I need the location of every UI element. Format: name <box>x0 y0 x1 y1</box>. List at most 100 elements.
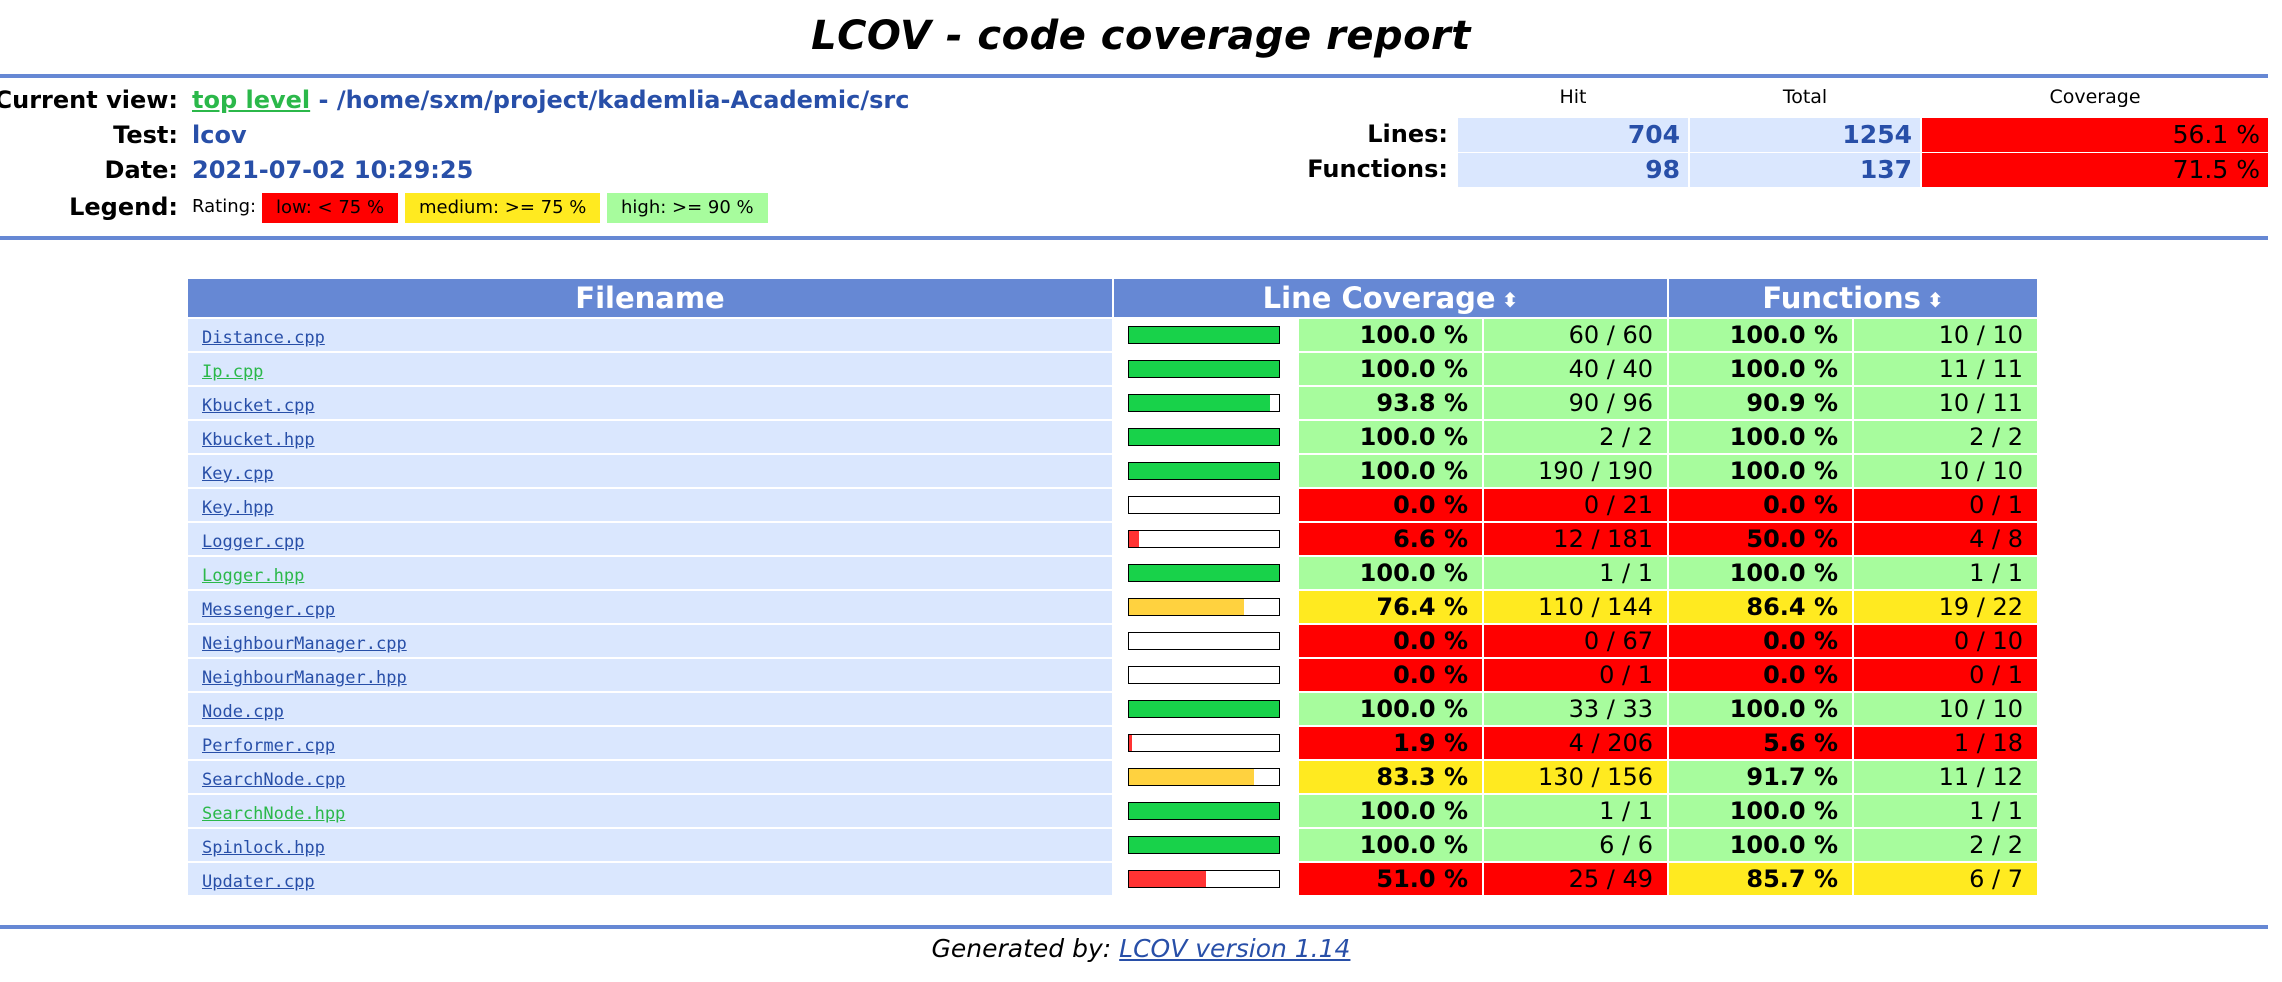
coverage-bar-fill <box>1129 837 1279 853</box>
line-coverage-percent: 100.0 % <box>1299 693 1482 725</box>
coverage-bar-cell <box>1114 353 1297 385</box>
coverage-bar <box>1128 564 1280 582</box>
line-coverage-header[interactable]: Line Coverage ⬍ <box>1114 279 1667 317</box>
function-coverage-count: 0 / 10 <box>1854 625 2037 657</box>
test-value: lcov <box>192 121 247 149</box>
file-link[interactable]: Messenger.cpp <box>202 600 336 620</box>
coverage-bar-fill <box>1129 395 1270 411</box>
file-link[interactable]: Distance.cpp <box>202 328 325 348</box>
coverage-bar-fill <box>1129 463 1279 479</box>
coverage-bar <box>1128 598 1280 616</box>
file-name-cell: Node.cpp <box>188 693 1112 725</box>
file-link[interactable]: Node.cpp <box>202 702 284 722</box>
function-coverage-count: 1 / 1 <box>1854 795 2037 827</box>
line-coverage-count: 110 / 144 <box>1484 591 1667 623</box>
file-name-cell: SearchNode.cpp <box>188 761 1112 793</box>
function-coverage-count: 10 / 10 <box>1854 455 2037 487</box>
function-coverage-percent: 100.0 % <box>1669 421 1852 453</box>
coverage-bar-cell <box>1114 489 1297 521</box>
footer-prefix: Generated by: <box>931 934 1112 963</box>
function-coverage-percent: 86.4 % <box>1669 591 1852 623</box>
function-coverage-count: 2 / 2 <box>1854 421 2037 453</box>
coverage-bar <box>1128 700 1280 718</box>
function-coverage-percent: 0.0 % <box>1669 489 1852 521</box>
function-coverage-percent: 85.7 % <box>1669 863 1852 895</box>
coverage-bar-cell <box>1114 659 1297 691</box>
file-name-cell: Messenger.cpp <box>188 591 1112 623</box>
coverage-bar-fill <box>1129 769 1254 785</box>
function-coverage-count: 2 / 2 <box>1854 829 2037 861</box>
table-row: NeighbourManager.hpp 0.0 % 0 / 1 0.0 % 0 / 1 <box>188 659 2037 691</box>
coverage-bar <box>1128 496 1280 514</box>
line-coverage-percent: 0.0 % <box>1299 659 1482 691</box>
file-link[interactable]: Performer.cpp <box>202 736 336 756</box>
summary-lines-coverage: 56.1 % <box>1922 118 2268 152</box>
coverage-bar <box>1128 666 1280 684</box>
sort-icon[interactable]: ⬍ <box>1926 288 1944 312</box>
line-coverage-percent: 1.9 % <box>1299 727 1482 759</box>
file-link[interactable]: Updater.cpp <box>202 872 315 892</box>
coverage-bar-cell <box>1114 387 1297 419</box>
file-link[interactable]: Logger.cpp <box>202 532 305 552</box>
table-row: Ip.cpp 100.0 % 40 / 40 100.0 % 11 / 11 <box>188 353 2037 385</box>
file-link[interactable]: Ip.cpp <box>202 362 264 382</box>
current-view-path: top level - /home/sxm/project/kademlia-A… <box>192 86 910 114</box>
top-level-link[interactable]: top level <box>192 86 311 114</box>
function-coverage-count: 1 / 1 <box>1854 557 2037 589</box>
coverage-bar <box>1128 394 1280 412</box>
coverage-bar-cell <box>1114 625 1297 657</box>
coverage-bar-cell <box>1114 863 1297 895</box>
function-coverage-percent: 90.9 % <box>1669 387 1852 419</box>
function-coverage-percent: 100.0 % <box>1669 557 1852 589</box>
file-link[interactable]: SearchNode.cpp <box>202 770 346 790</box>
sort-icon[interactable]: ⬍ <box>1501 288 1519 312</box>
coverage-bar <box>1128 632 1280 650</box>
coverage-bar-cell <box>1114 557 1297 589</box>
legend-low: low: < 75 % <box>262 193 399 223</box>
line-coverage-percent: 0.0 % <box>1299 489 1482 521</box>
line-coverage-count: 0 / 67 <box>1484 625 1667 657</box>
summary-functions-coverage: 71.5 % <box>1922 153 2268 187</box>
section-divider <box>0 236 2268 240</box>
lcov-version-link[interactable]: LCOV version 1.14 <box>1119 934 1351 963</box>
coverage-bar-fill <box>1129 701 1279 717</box>
function-coverage-percent: 100.0 % <box>1669 319 1852 351</box>
file-link[interactable]: Logger.hpp <box>202 566 305 586</box>
coverage-bar <box>1128 530 1280 548</box>
coverage-bar-cell <box>1114 693 1297 725</box>
file-link[interactable]: Kbucket.cpp <box>202 396 315 416</box>
file-name-cell: Logger.cpp <box>188 523 1112 555</box>
functions-header[interactable]: Functions ⬍ <box>1669 279 2037 317</box>
table-row: SearchNode.cpp 83.3 % 130 / 156 91.7 % 11 / … <box>188 761 2037 793</box>
line-coverage-count: 190 / 190 <box>1484 455 1667 487</box>
coverage-bar <box>1128 870 1280 888</box>
file-link[interactable]: NeighbourManager.hpp <box>202 668 407 688</box>
function-coverage-percent: 100.0 % <box>1669 455 1852 487</box>
file-name-cell: Kbucket.cpp <box>188 387 1112 419</box>
function-coverage-count: 10 / 11 <box>1854 387 2037 419</box>
file-link[interactable]: Spinlock.hpp <box>202 838 325 858</box>
line-coverage-count: 60 / 60 <box>1484 319 1667 351</box>
file-link[interactable]: Key.cpp <box>202 464 274 484</box>
line-coverage-count: 1 / 1 <box>1484 795 1667 827</box>
line-coverage-percent: 100.0 % <box>1299 557 1482 589</box>
table-row: Updater.cpp 51.0 % 25 / 49 85.7 % 6 / 7 <box>188 863 2037 895</box>
line-coverage-count: 33 / 33 <box>1484 693 1667 725</box>
line-coverage-percent: 0.0 % <box>1299 625 1482 657</box>
file-link[interactable]: SearchNode.hpp <box>202 804 346 824</box>
file-link[interactable]: Kbucket.hpp <box>202 430 315 450</box>
function-coverage-percent: 100.0 % <box>1669 795 1852 827</box>
coverage-bar <box>1128 768 1280 786</box>
file-name-cell: Distance.cpp <box>188 319 1112 351</box>
coverage-bar-fill <box>1129 871 1206 887</box>
summary-functions-hit: 98 <box>1458 153 1688 187</box>
summary-lines-total: 1254 <box>1690 118 1920 152</box>
file-link[interactable]: NeighbourManager.cpp <box>202 634 407 654</box>
file-link[interactable]: Key.hpp <box>202 498 274 518</box>
function-coverage-percent: 91.7 % <box>1669 761 1852 793</box>
date-label: Date: <box>104 156 178 184</box>
function-coverage-count: 10 / 10 <box>1854 319 2037 351</box>
coverage-bar-fill <box>1129 327 1279 343</box>
coverage-bar <box>1128 360 1280 378</box>
function-coverage-count: 4 / 8 <box>1854 523 2037 555</box>
